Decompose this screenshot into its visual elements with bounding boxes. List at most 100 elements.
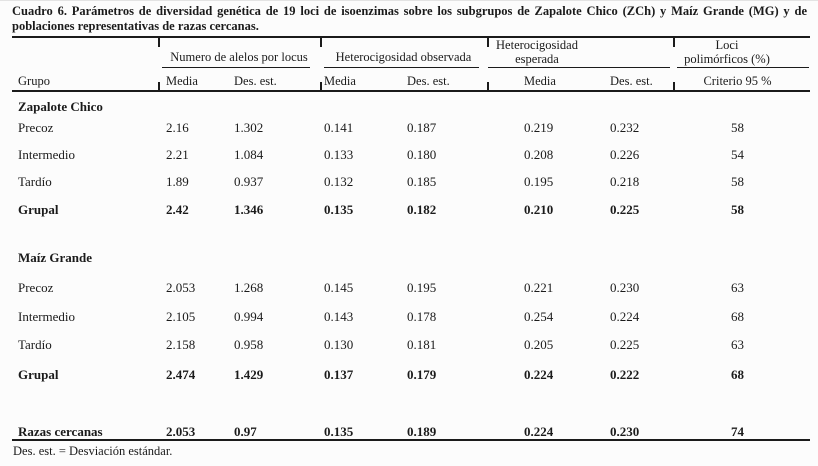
cell-value: 2.158 <box>166 337 196 352</box>
col-header-media-1: Media <box>166 74 198 88</box>
table-row: Intermedio 2.21 1.084 0.133 0.180 0.208 0.226 5… <box>12 147 810 163</box>
column-group-tick <box>158 37 160 47</box>
cell-value: 1.346 <box>234 202 264 217</box>
table-row: Precoz 2.053 1.268 0.145 0.195 0.221 0.230 63 <box>12 280 810 296</box>
cell-value: 0.187 <box>407 120 437 135</box>
footnote: Des. est. = Desviación estándar. <box>13 444 173 458</box>
cell-value: 0.994 <box>234 309 264 324</box>
row-label: Intermedio <box>18 309 76 324</box>
cell-value: 68 <box>731 367 744 382</box>
cell-value: 0.141 <box>324 120 354 135</box>
column-group-tick <box>673 37 675 47</box>
cell-value: 2.16 <box>166 120 189 135</box>
cell-value: 63 <box>731 280 744 295</box>
table-row: Tardío 1.89 0.937 0.132 0.185 0.195 0.218 58 <box>12 174 810 190</box>
cell-value: 1.89 <box>166 174 189 189</box>
cell-value: 0.195 <box>407 280 437 295</box>
cell-value: 2.21 <box>166 147 189 162</box>
cell-value: 0.218 <box>610 174 640 189</box>
cell-value: 68 <box>731 309 744 324</box>
cell-value: 0.130 <box>324 337 354 352</box>
table-bottom-rule <box>12 439 810 442</box>
cell-value: 2.053 <box>166 424 196 439</box>
cell-value: 0.195 <box>524 174 554 189</box>
cell-value: 0.222 <box>610 367 640 382</box>
cell-value: 0.133 <box>324 147 354 162</box>
column-subheader-row: Grupo Media Des. est. Media Des. est. Me… <box>12 73 810 89</box>
caption-line-2: poblaciones representativas de razas cer… <box>12 18 259 33</box>
header-line: Heterocigosidad <box>496 38 578 52</box>
row-label: Grupal <box>18 367 59 382</box>
cell-value: 1.084 <box>234 147 264 162</box>
cell-value: 0.185 <box>407 174 437 189</box>
cell-value: 58 <box>731 174 744 189</box>
col-header-desest-2: Des. est. <box>407 74 450 88</box>
cell-value: 0.232 <box>610 120 640 135</box>
table-top-rule <box>12 36 810 38</box>
cell-value: 0.143 <box>324 309 354 324</box>
table-row: Grupal 2.474 1.429 0.137 0.179 0.224 0.222 68 <box>12 367 810 383</box>
cell-value: 0.230 <box>610 424 640 439</box>
row-label: Tardío <box>18 337 52 352</box>
cell-value: 0.221 <box>524 280 554 295</box>
cell-value: 0.145 <box>324 280 354 295</box>
section-label: Zapalote Chico <box>18 99 103 114</box>
row-label: Grupal <box>18 202 59 217</box>
cell-value: 0.226 <box>610 147 640 162</box>
cell-value: 0.189 <box>407 424 437 439</box>
cell-value: 0.937 <box>234 174 264 189</box>
cell-value: 0.132 <box>324 174 354 189</box>
col-header-criterio: Criterio 95 % <box>703 74 772 88</box>
cell-value: 0.225 <box>610 337 640 352</box>
header-line: esperada <box>515 52 559 66</box>
cell-value: 0.135 <box>324 202 354 217</box>
column-group-header-observada: Heterocigosidad observada <box>335 50 472 64</box>
cell-value: 0.182 <box>407 202 437 217</box>
scan-edge-line <box>0 0 818 1</box>
cell-value: 0.224 <box>524 424 554 439</box>
column-group-tick <box>320 82 322 90</box>
col-header-media-2: Media <box>324 74 356 88</box>
section-label: Maíz Grande <box>18 250 93 265</box>
row-label: Razas cercanas <box>18 424 103 439</box>
group-underline-esperada <box>488 67 670 69</box>
header-line: polimórficos (%) <box>684 52 770 66</box>
cell-value: 58 <box>731 120 744 135</box>
cell-value: 0.224 <box>610 309 640 324</box>
column-group-header-esperada: Heterocigosidad esperada <box>487 38 587 66</box>
col-header-media-3: Media <box>524 74 556 88</box>
col-header-desest-3: Des. est. <box>610 74 653 88</box>
cell-value: 2.42 <box>166 202 189 217</box>
row-label: Tardío <box>18 174 52 189</box>
caption-line-1: Cuadro 6. Parámetros de diversidad genét… <box>12 4 807 18</box>
column-group-header-alelos: Numero de alelos por locus <box>170 50 308 64</box>
table-row: Tardío 2.158 0.958 0.130 0.181 0.205 0.225 63 <box>12 337 810 353</box>
column-group-tick <box>673 82 675 90</box>
cell-value: 2.105 <box>166 309 196 324</box>
cell-value: 0.230 <box>610 280 640 295</box>
cell-value: 0.178 <box>407 309 437 324</box>
cell-value: 74 <box>731 424 744 439</box>
header-line: Loci <box>715 38 739 52</box>
cell-value: 0.181 <box>407 337 437 352</box>
cell-value: 0.254 <box>524 309 554 324</box>
cell-value: 0.210 <box>524 202 554 217</box>
cell-value: 0.225 <box>610 202 640 217</box>
table-row: Precoz 2.16 1.302 0.141 0.187 0.219 0.232 58 <box>12 120 810 136</box>
row-label: Intermedio <box>18 147 76 162</box>
cell-value: 1.268 <box>234 280 264 295</box>
cell-value: 0.180 <box>407 147 437 162</box>
table-row: Intermedio 2.105 0.994 0.143 0.178 0.254 0.224… <box>12 309 810 325</box>
cell-value: 2.474 <box>166 367 196 382</box>
table-row: Grupal 2.42 1.346 0.135 0.182 0.210 0.225 58 <box>12 202 810 218</box>
cell-value: 0.224 <box>524 367 554 382</box>
table-caption: Cuadro 6. Parámetros de diversidad genét… <box>12 4 807 33</box>
header-bottom-rule <box>12 90 810 92</box>
row-label: Precoz <box>18 280 54 295</box>
column-group-tick <box>487 82 489 90</box>
col-header-desest-1: Des. est. <box>234 74 277 88</box>
column-group-tick <box>320 37 322 47</box>
cell-value: 0.205 <box>524 337 554 352</box>
group-underline-observada <box>324 67 479 69</box>
